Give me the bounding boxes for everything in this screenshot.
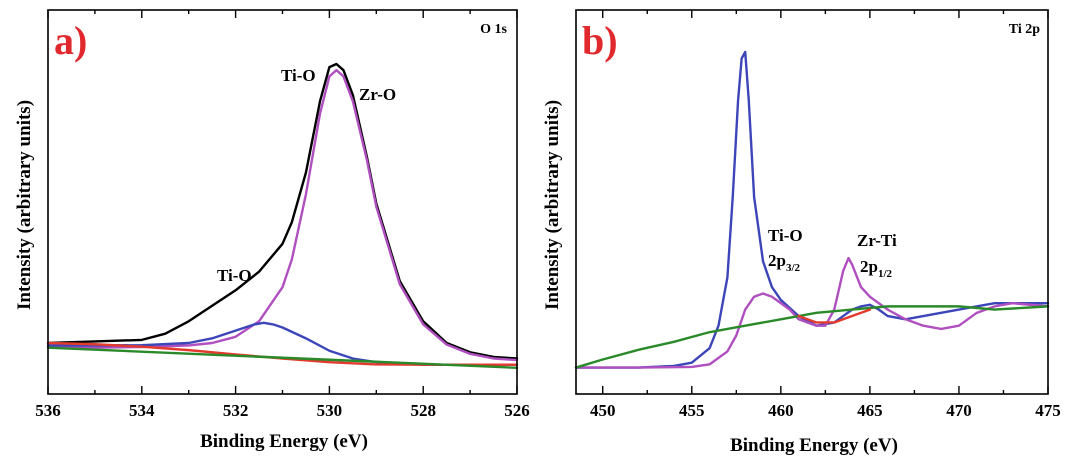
panel-b-title: Ti 2p: [1009, 22, 1040, 37]
panel-a-series-0: [46, 62, 519, 360]
panel-b-annotation-zr-ti: Zr-Ti: [857, 231, 897, 250]
panel-a-curves: [46, 62, 519, 369]
panel-b-annotation-ti-o: Ti-O: [768, 226, 803, 245]
panel-a-x-tick-label: 530: [317, 401, 343, 420]
panel-a-x-tick-label: 526: [504, 401, 530, 420]
panel-a-ticks: 536 534 532 530 528 526: [35, 10, 530, 420]
panel-b-2p-3-2-sub: 3/2: [786, 262, 801, 274]
panel-b-ticks: 450 455 460 465 470 475: [590, 10, 1061, 420]
panel-b-x-tick-label: 475: [1035, 401, 1061, 420]
panel-b-x-tick-label: 455: [679, 401, 705, 420]
panel-b-x-tick-label: 460: [768, 401, 794, 420]
panel-b-2p-3-2-main: 2p: [768, 251, 786, 270]
panel-a-label: a): [54, 18, 87, 63]
panel-a-series-3: [46, 341, 519, 366]
panel-b-chart: 450 455 460 465 470 475 b) Ti 2p Ti-O 2p3/2 Z…: [542, 9, 1061, 456]
panel-a-annotation-zr-o: Zr-O: [359, 85, 396, 104]
panel-b-series-3: [797, 308, 872, 324]
panel-b-label: b): [582, 18, 618, 63]
panel-a-series-4: [46, 346, 519, 369]
panel-a-x-tick-label: 528: [410, 401, 436, 420]
panel-b-2p-1-2-sub: 1/2: [878, 268, 893, 280]
panel-b-series-2: [574, 305, 1050, 369]
panel-b-series-0: [574, 50, 1050, 369]
panel-b-2p-1-2-main: 2p: [860, 257, 878, 276]
panel-b-curves: [574, 50, 1050, 369]
panel-a-series-1: [46, 69, 519, 362]
panel-b-frame: [575, 9, 1049, 395]
panel-b-series-1: [574, 256, 1050, 369]
panel-b-y-axis-title: Intensity (arbitrary units): [542, 100, 563, 310]
panel-b-x-axis-title: Binding Energy (eV): [730, 435, 898, 456]
panel-a-annotation-ti-o-top: Ti-O: [281, 66, 316, 85]
panel-b-x-tick-label: 470: [946, 401, 972, 420]
panel-b-annotation-2p-3-2: 2p3/2: [768, 251, 801, 274]
panel-a-annotation-ti-o-low: Ti-O: [217, 266, 252, 285]
panel-a-x-axis-title: Binding Energy (eV): [200, 431, 368, 452]
panel-a-chart: 536 534 532 530 528 526 a) O 1s Ti-O Zr-O Ti-…: [14, 9, 530, 452]
panel-a-y-axis-title: Intensity (arbitrary units): [14, 100, 35, 310]
panel-a-x-tick-label: 534: [129, 401, 155, 420]
panel-b-x-tick-label: 465: [857, 401, 883, 420]
panel-b-x-tick-label: 450: [590, 401, 616, 420]
panel-a-title: O 1s: [480, 22, 507, 37]
panel-a-x-tick-label: 532: [223, 401, 249, 420]
panel-b-annotation-2p-1-2: 2p1/2: [860, 257, 893, 280]
panel-a-x-tick-label: 536: [35, 401, 61, 420]
